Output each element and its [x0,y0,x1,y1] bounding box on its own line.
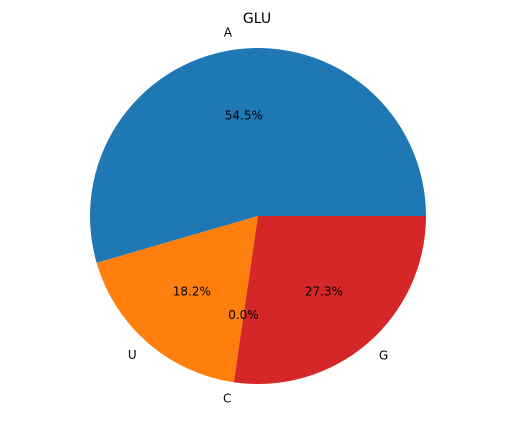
pie-value-label-g: 27.3% [305,285,343,299]
pie-value-label-c: 0.0% [228,308,259,322]
pie-value-label-u: 18.2% [173,285,211,299]
pie-slice-g [233,216,426,384]
pie-label-a: A [224,26,233,40]
pie-slice-a [89,48,426,263]
pie-value-label-a: 54.5% [225,109,263,123]
pie-label-c: C [223,391,231,405]
pie-slices [89,48,426,384]
pie-labels: A 54.5% U 18.2% C 0.0% G 27.3% [128,26,388,406]
pie-label-u: U [128,348,137,362]
pie-label-g: G [379,348,388,362]
chart-title: GLU [243,11,271,27]
pie-slice-u [96,216,259,383]
